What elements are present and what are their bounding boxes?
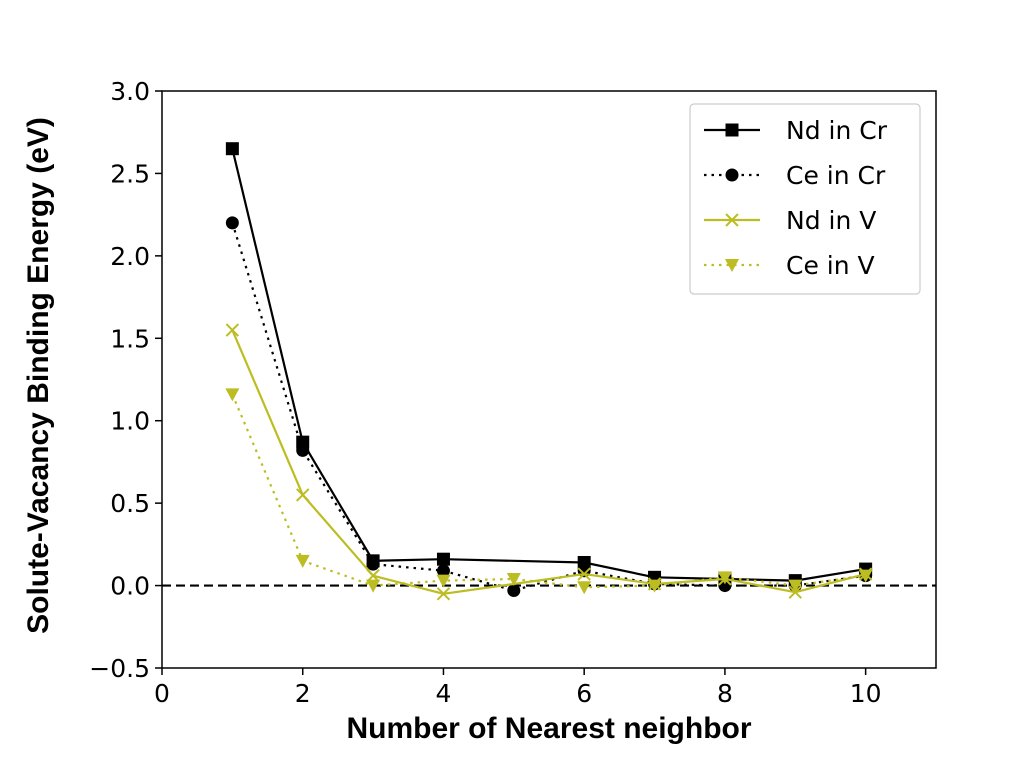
legend-item: Nd in Cr <box>704 116 888 145</box>
data-point <box>225 216 239 230</box>
data-point <box>225 142 239 156</box>
legend-label: Nd in V <box>786 206 876 235</box>
x-tick-label: 10 <box>850 679 882 708</box>
data-point <box>366 579 381 593</box>
x-axis-title: Number of Nearest neighbor <box>346 712 751 745</box>
y-axis-title: Solute-Vacancy Binding Energy (eV) <box>22 117 55 634</box>
legend-box <box>689 103 921 295</box>
legend-marker <box>725 259 739 272</box>
y-tick-label: 1.0 <box>110 407 150 436</box>
legend-item: Nd in V <box>704 206 876 235</box>
data-point <box>296 488 310 502</box>
y-tick-label: −0.5 <box>89 654 150 683</box>
data-point <box>577 581 592 595</box>
legend-label: Nd in Cr <box>786 116 888 145</box>
data-point <box>436 564 450 578</box>
data-point <box>296 443 310 457</box>
legend-label: Ce in V <box>786 251 875 280</box>
x-tick-label: 8 <box>717 679 733 708</box>
x-tick-label: 6 <box>576 679 592 708</box>
legend-item: Ce in V <box>704 251 875 280</box>
data-point <box>858 569 873 583</box>
data-point <box>436 587 451 601</box>
y-axis: −0.5 0.0 0.5 1.0 1.5 2.0 2.5 3.0 <box>89 77 162 683</box>
x-tick-label: 0 <box>154 679 170 708</box>
data-point <box>507 584 521 598</box>
series-nd-in-v <box>225 323 873 601</box>
y-tick-label: 3.0 <box>110 77 150 106</box>
legend-marker <box>725 123 739 137</box>
x-axis: 0 2 4 6 8 10 <box>154 668 882 708</box>
x-tick-label: 4 <box>436 679 452 708</box>
legend: Nd in Cr Ce in Cr Nd in V Ce in V <box>689 103 921 295</box>
data-point <box>225 323 240 337</box>
y-tick-label: 1.5 <box>110 324 150 353</box>
series-line <box>231 393 866 589</box>
legend-label: Ce in Cr <box>786 161 886 190</box>
legend-item: Ce in Cr <box>704 161 886 190</box>
data-point <box>577 567 591 581</box>
data-point <box>717 571 732 585</box>
data-point <box>366 557 380 571</box>
y-tick-label: 0.0 <box>110 572 150 601</box>
plot-frame <box>161 90 937 669</box>
data-point <box>295 554 310 568</box>
y-tick-label: 2.5 <box>110 159 150 188</box>
data-point <box>788 579 803 593</box>
x-tick-label: 2 <box>295 679 311 708</box>
data-point <box>225 388 240 402</box>
data-point <box>506 572 521 586</box>
data-point <box>436 552 450 566</box>
series-line <box>231 329 866 595</box>
data-point <box>647 579 662 593</box>
series-ce-in-v <box>225 388 873 595</box>
y-tick-label: 2.0 <box>110 242 150 271</box>
legend-marker <box>725 168 739 182</box>
y-tick-label: 0.5 <box>110 489 150 518</box>
data-point <box>436 574 451 588</box>
series-layer <box>225 142 873 601</box>
legend-marker <box>725 213 739 227</box>
